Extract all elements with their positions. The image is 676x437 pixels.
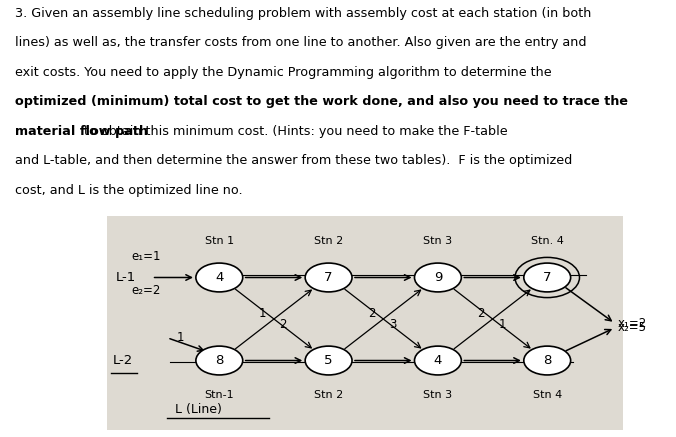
Text: 8: 8 (215, 354, 224, 367)
Text: Stn 4: Stn 4 (533, 390, 562, 400)
Ellipse shape (524, 346, 571, 375)
Text: optimized (minimum) total cost to get the work done, and also you need to trace : optimized (minimum) total cost to get th… (15, 95, 628, 108)
Ellipse shape (196, 346, 243, 375)
Text: Stn 2: Stn 2 (314, 236, 343, 246)
Ellipse shape (196, 263, 243, 292)
Text: 9: 9 (434, 271, 442, 284)
Text: and L-table, and then determine the answer from these two tables).  F is the opt: and L-table, and then determine the answ… (15, 154, 572, 167)
Text: Stn 2: Stn 2 (314, 390, 343, 400)
Ellipse shape (414, 263, 461, 292)
Text: Stn-1: Stn-1 (204, 390, 234, 400)
Text: 3: 3 (389, 318, 396, 331)
Text: 5: 5 (324, 354, 333, 367)
Ellipse shape (414, 346, 461, 375)
Text: e₂=2: e₂=2 (132, 284, 161, 297)
Text: L-2: L-2 (113, 354, 133, 367)
Text: to obtain this minimum cost. (Hints: you need to make the F-table: to obtain this minimum cost. (Hints: you… (80, 125, 508, 138)
Text: 4: 4 (434, 354, 442, 367)
FancyBboxPatch shape (107, 216, 623, 430)
Ellipse shape (305, 346, 352, 375)
Ellipse shape (305, 263, 352, 292)
Text: L-1: L-1 (116, 271, 136, 284)
Text: 3. Given an assembly line scheduling problem with assembly cost at each station : 3. Given an assembly line scheduling pro… (15, 7, 592, 20)
Text: 2: 2 (368, 307, 376, 320)
Text: material flow path: material flow path (15, 125, 148, 138)
Text: e₁=1: e₁=1 (132, 250, 162, 263)
Ellipse shape (524, 263, 571, 292)
Text: 1: 1 (259, 307, 266, 320)
Text: x₁=2: x₁=2 (617, 317, 647, 330)
Text: exit costs. You need to apply the Dynamic Programming algorithm to determine the: exit costs. You need to apply the Dynami… (15, 66, 552, 79)
Text: Stn 3: Stn 3 (423, 236, 452, 246)
Text: lines) as well as, the transfer costs from one line to another. Also given are t: lines) as well as, the transfer costs fr… (15, 36, 586, 49)
Text: cost, and L is the optimized line no.: cost, and L is the optimized line no. (15, 184, 243, 197)
Text: 8: 8 (543, 354, 552, 367)
Text: Stn. 4: Stn. 4 (531, 236, 564, 246)
Text: 1: 1 (176, 331, 184, 344)
Text: 1: 1 (498, 318, 506, 331)
Text: Stn 3: Stn 3 (423, 390, 452, 400)
Text: 4: 4 (215, 271, 224, 284)
Text: Stn 1: Stn 1 (205, 236, 234, 246)
Text: x₂=5: x₂=5 (617, 321, 646, 334)
Text: 2: 2 (477, 307, 485, 320)
Text: 7: 7 (543, 271, 552, 284)
Text: L (Line): L (Line) (175, 403, 222, 416)
Text: 2: 2 (280, 318, 287, 331)
Text: 7: 7 (324, 271, 333, 284)
